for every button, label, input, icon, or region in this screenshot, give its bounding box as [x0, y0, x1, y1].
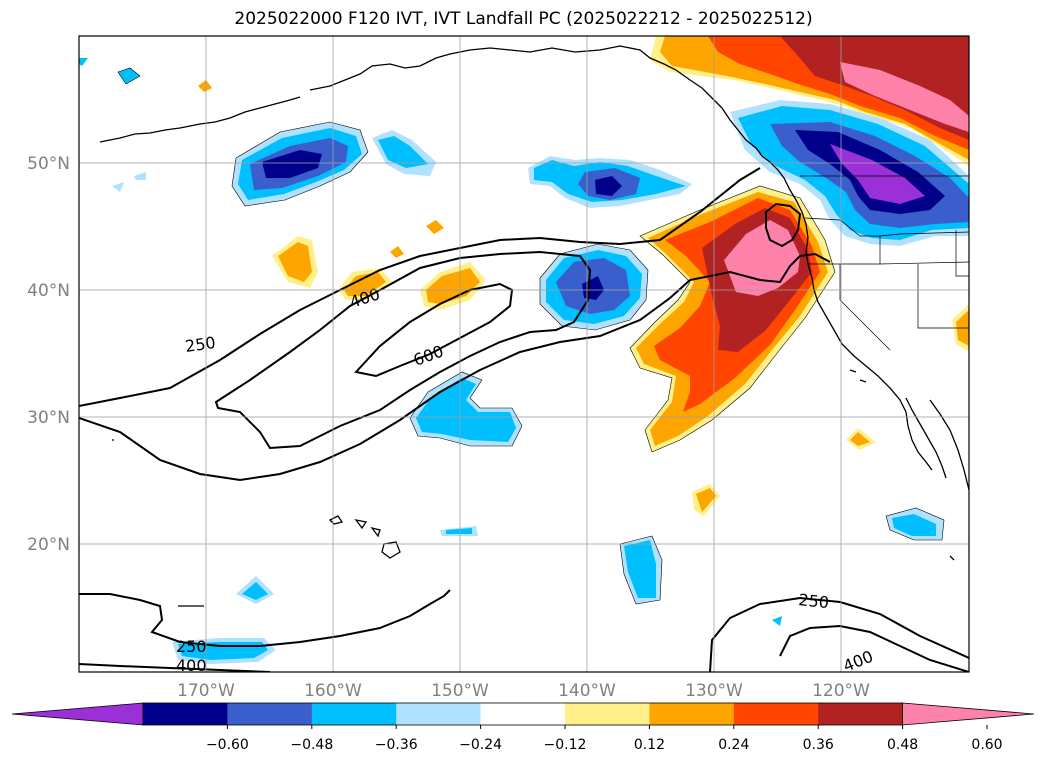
colorbar-swatch: [565, 703, 650, 725]
colorbar-swatch: [733, 703, 819, 725]
contour-label-250-b: 250: [798, 590, 830, 612]
colorbar: −0.60 −0.48 −0.36 −0.24 −0.12 0.12 0.24 0.36 0.4…: [11, 702, 1035, 753]
lat-label-40n: 40°N: [27, 281, 70, 301]
ivt-contour-400: [214, 250, 592, 450]
gridlines: [79, 36, 969, 672]
colorbar-swatch: [649, 703, 735, 725]
ivt-contour-250-south-west: [79, 589, 451, 647]
ivt-contour-600: [354, 282, 514, 378]
positive-anomaly-scattered: [198, 80, 969, 516]
lon-label-170w: 170°W: [177, 681, 235, 701]
lat-label-50n: 50°N: [27, 154, 70, 174]
negative-anomaly-east-pacific-center: [540, 244, 648, 330]
colorbar-frame: [142, 702, 903, 726]
colorbar-extend-low: [11, 702, 144, 726]
contour-label-400-c: 400: [176, 656, 207, 675]
lon-label-130w: 130°W: [685, 681, 743, 701]
positive-anomaly-northeast-pacific: [630, 186, 835, 452]
colorbar-tick-label: −0.36: [375, 737, 418, 753]
mexico-coast: [929, 399, 969, 491]
colorbar-tick-label: 0.36: [803, 737, 834, 753]
negative-anomaly-canada-us: [730, 100, 969, 246]
latitude-labels: 50°N 40°N 30°N 20°N: [27, 154, 70, 555]
negative-anomaly-subtropical-west: [79, 58, 944, 664]
negative-anomaly-gulf-of-alaska: [528, 156, 692, 208]
ivt-contour-250-outer: [79, 167, 761, 407]
colorbar-swatch: [396, 703, 482, 725]
lat-label-30n: 30°N: [27, 408, 70, 428]
coastlines: [99, 45, 969, 607]
colorbar-tick-label: 0.48: [887, 737, 918, 753]
ivt-contour-400-south-east: [779, 624, 969, 672]
lon-label-150w: 150°W: [431, 681, 489, 701]
contour-label-400-b: 400: [840, 647, 875, 676]
colorbar-swatch: [227, 703, 313, 725]
contour-label-250-c: 250: [176, 637, 207, 656]
anomaly-outlines: [117, 67, 945, 605]
colorbar-swatch: [480, 703, 566, 725]
ivt-contour-250-south-east: [709, 596, 969, 672]
small-islands: [112, 369, 955, 607]
lon-label-120w: 120°W: [812, 681, 870, 701]
hawaii-islands: [328, 515, 401, 559]
british-columbia-coast: [721, 107, 803, 213]
colorbar-tick-label: 0.24: [718, 737, 749, 753]
positive-anomaly-pacific-northwest: [650, 36, 969, 166]
lon-label-140w: 140°W: [558, 681, 616, 701]
colorbar-tick-label: −0.12: [544, 737, 587, 753]
map-title: 2025022000 F120 IVT, IVT Landfall PC (20…: [234, 9, 813, 29]
us-west-coast: [801, 211, 907, 413]
negative-anomaly-central-north-pacific: [232, 122, 436, 206]
colorbar-tick-label: 0.12: [634, 737, 665, 753]
colorbar-swatch: [143, 703, 228, 725]
ivt-contour-250-inner: [79, 252, 831, 482]
ivt-contours: [79, 167, 969, 672]
contour-label-600: 600: [411, 341, 446, 369]
ivt-contour-400-south-west: [79, 663, 271, 672]
aleutian-islands: [99, 57, 437, 143]
colorbar-tick-label: −0.48: [290, 737, 333, 753]
alaska-coast: [435, 45, 723, 109]
colorbar-tick-label: 0.60: [971, 737, 1002, 753]
lon-label-160w: 160°W: [304, 681, 362, 701]
baja-peninsula: [905, 397, 947, 479]
colorbar-extend-high: [902, 702, 1035, 726]
contour-label-250-a: 250: [184, 333, 217, 356]
state-borders: [800, 175, 969, 351]
ivt-contour-cascadia: [765, 202, 802, 248]
longitude-labels: 170°W 160°W 150°W 140°W 130°W 120°W: [177, 681, 870, 701]
lat-label-20n: 20°N: [27, 535, 70, 555]
plot-frame: [78, 35, 970, 673]
colorbar-tick-label: −0.60: [206, 737, 249, 753]
colorbar-swatch: [311, 703, 397, 725]
colorbar-swatch: [818, 703, 904, 725]
plot-area: 250 400 600 400 250 250 400: [79, 36, 969, 676]
colorbar-tick-label: −0.24: [459, 737, 502, 753]
